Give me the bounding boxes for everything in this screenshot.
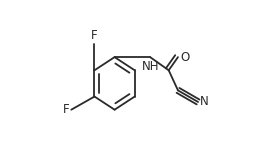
Text: N: N [200,95,208,108]
Text: F: F [91,29,98,42]
Text: F: F [63,103,70,116]
Text: O: O [180,51,190,64]
Text: NH: NH [141,60,159,73]
